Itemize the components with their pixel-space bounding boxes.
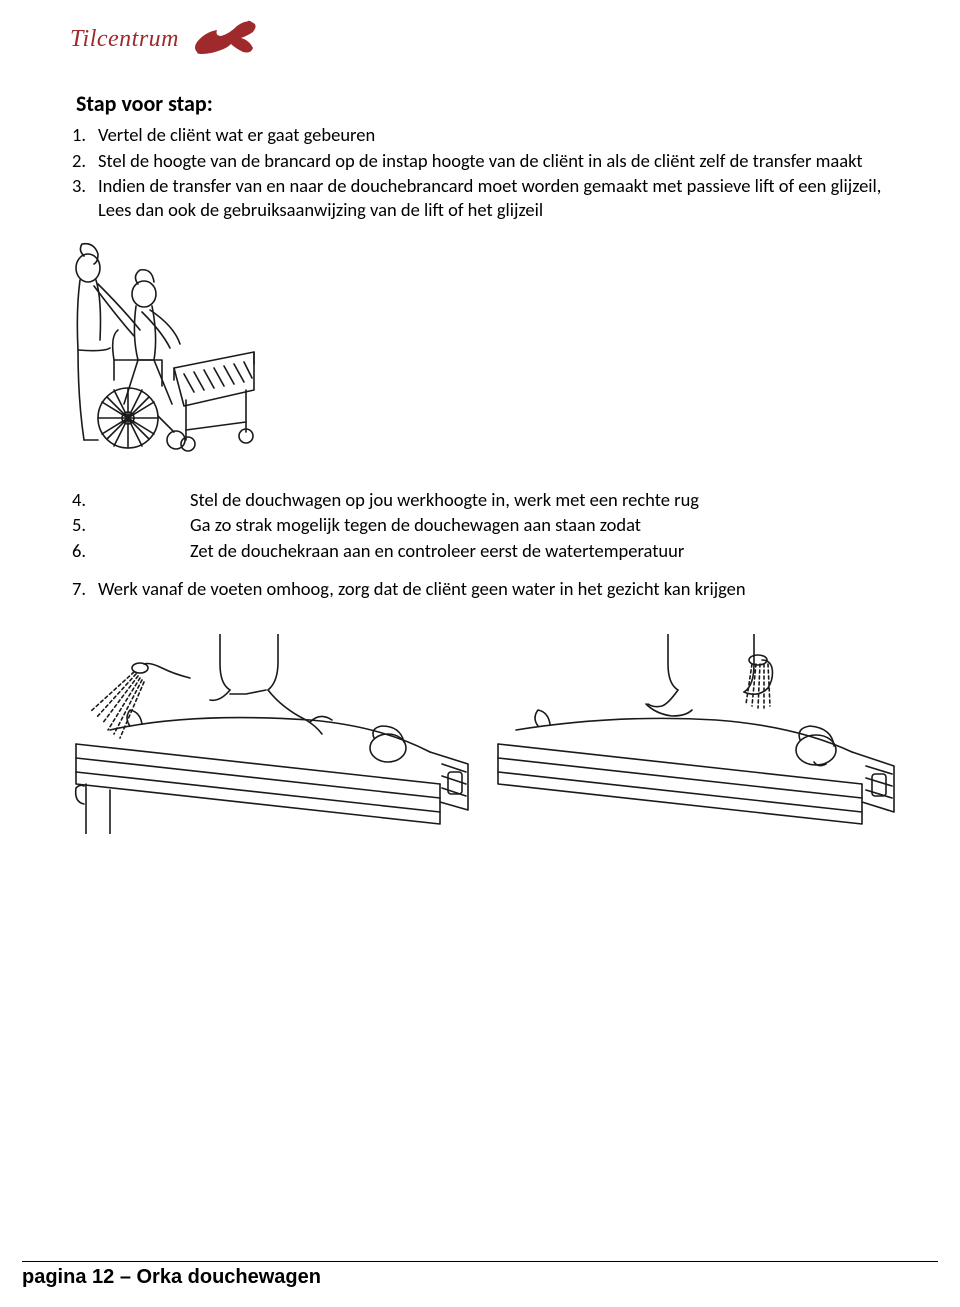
- step-text: Vertel de cliënt wat er gaat gebeuren: [98, 123, 890, 147]
- step-item: 2. Stel de hoogte van de brancard op de …: [70, 149, 890, 173]
- footer-divider: [22, 1261, 938, 1262]
- brand-logo-icon: [191, 18, 263, 60]
- step-text: Zet de douchekraan aan en controleer eer…: [98, 539, 890, 563]
- step-text: Indien de transfer van en naar de douche…: [98, 174, 890, 221]
- illustration-row: [70, 634, 890, 834]
- step-7: 7. Werk vanaf de voeten omhoog, zorg dat…: [70, 577, 890, 601]
- section-heading: Stap voor stap:: [76, 90, 890, 117]
- step-text: Ga zo strak mogelijk tegen de douchewage…: [98, 513, 890, 537]
- step-number: 5.: [70, 513, 98, 537]
- step-text: Stel de hoogte van de brancard op de ins…: [98, 149, 890, 173]
- step-number: 7.: [70, 577, 98, 601]
- step-item: 3. Indien de transfer van en naar de dou…: [70, 174, 890, 221]
- step-item: 4. Stel de douchwagen op jou werkhoogte …: [70, 488, 890, 512]
- step-number: 1.: [70, 123, 98, 147]
- step-number: 6.: [70, 539, 98, 563]
- step-text: Werk vanaf de voeten omhoog, zorg dat de…: [98, 577, 890, 601]
- step-text: Stel de douchwagen op jou werkhoogte in,…: [98, 488, 890, 512]
- brand-name: Tilcentrum: [70, 26, 179, 53]
- step-number: 2.: [70, 149, 98, 173]
- step-number: 4.: [70, 488, 98, 512]
- step-number: 3.: [70, 174, 98, 221]
- steps-list-middle: 4. Stel de douchwagen op jou werkhoogte …: [70, 488, 890, 563]
- step-item: 5. Ga zo strak mogelijk tegen de douchew…: [70, 513, 890, 537]
- illustration-shower-chest: [496, 634, 896, 834]
- steps-list-top: 1. Vertel de cliënt wat er gaat gebeuren…: [70, 123, 890, 222]
- step-item: 1. Vertel de cliënt wat er gaat gebeuren: [70, 123, 890, 147]
- step-item: 6. Zet de douchekraan aan en controleer …: [70, 539, 890, 563]
- illustration-shower-feet: [70, 634, 470, 834]
- document-page: Tilcentrum Stap voor stap: 1. Vertel de …: [0, 0, 960, 1307]
- illustration-transfer-wheelchair: [54, 240, 890, 470]
- footer-text: pagina 12 – Orka douchewagen: [22, 1266, 938, 1289]
- page-header: Tilcentrum: [70, 18, 890, 60]
- page-footer: pagina 12 – Orka douchewagen: [0, 1261, 960, 1289]
